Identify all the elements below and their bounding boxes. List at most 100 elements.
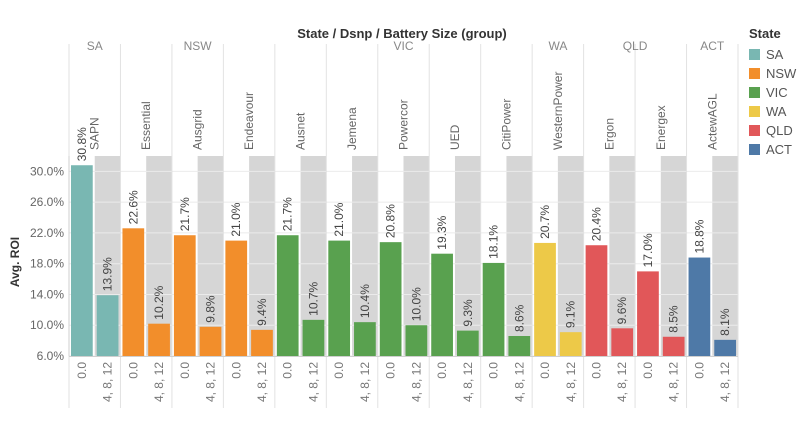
x-tick-label: 0.0 (641, 362, 655, 379)
bar-value-label: 30.8% (75, 127, 89, 161)
bar (251, 329, 273, 356)
y-axis-title: Avg. ROI (8, 237, 22, 287)
x-tick-label: 4, 8, 12 (512, 362, 526, 402)
bar-value-label: 21.7% (281, 197, 295, 231)
bar (328, 240, 351, 356)
bar-value-label: 9.8% (204, 295, 218, 323)
x-tick-label: 0.0 (75, 362, 89, 379)
bar-value-label: 21.0% (229, 202, 243, 236)
legend-item-label: QLD (766, 123, 793, 138)
y-tick-label: 22.0% (30, 226, 64, 240)
legend-item-label: WA (766, 104, 787, 119)
bar-value-label: 8.1% (718, 308, 732, 336)
column-band (506, 156, 533, 356)
bar (714, 339, 736, 356)
legend-swatch (749, 106, 760, 117)
bar-value-label: 18.8% (692, 219, 706, 253)
bar (482, 262, 505, 356)
x-tick-label: 4, 8, 12 (152, 362, 166, 402)
bar (199, 326, 222, 356)
x-tick-label: 0.0 (487, 362, 501, 379)
y-tick-label: 26.0% (30, 195, 64, 209)
dsnp-header-label: Ausnet (294, 112, 308, 150)
legend-item-label: SA (766, 47, 784, 62)
bar-value-label: 20.7% (538, 205, 552, 239)
bar (405, 325, 428, 356)
bar-value-label: 9.1% (564, 300, 578, 328)
bar (662, 336, 685, 356)
x-tick-label: 0.0 (384, 362, 398, 379)
legend-item-label: VIC (766, 85, 788, 100)
column-band (712, 156, 738, 356)
column-band (249, 156, 275, 356)
bar-value-label: 22.6% (126, 190, 140, 224)
bar-value-label: 8.5% (667, 305, 681, 333)
x-tick-label: 4, 8, 12 (255, 362, 269, 402)
legend-swatch (749, 125, 760, 136)
column-band (660, 156, 687, 356)
bar (534, 242, 556, 356)
x-tick-label: 4, 8, 12 (358, 362, 372, 402)
y-tick-label: 30.0% (30, 164, 64, 178)
x-tick-label: 0.0 (281, 362, 295, 379)
state-header-label: WA (548, 39, 567, 53)
bar-value-label: 10.7% (306, 281, 320, 315)
x-tick-label: 4, 8, 12 (409, 362, 423, 402)
x-tick-label: 0.0 (229, 362, 243, 379)
bar-value-label: 13.9% (101, 257, 115, 291)
chart-title: State / Dsnp / Battery Size (group) (297, 26, 506, 41)
legend-item-label: ACT (766, 142, 792, 157)
dsnp-header-label: WesternPower (551, 72, 565, 150)
bar-value-label: 17.0% (641, 233, 655, 267)
column-band (146, 156, 172, 356)
dsnp-header-label: Energex (654, 105, 668, 150)
dsnp-header-label: CitiPower (499, 99, 513, 150)
x-tick-label: 0.0 (589, 362, 603, 379)
dsnp-header-label: Powercor (397, 99, 411, 150)
bar (611, 328, 634, 356)
bar (456, 330, 479, 356)
x-tick-label: 4, 8, 12 (667, 362, 681, 402)
x-tick-label: 4, 8, 12 (101, 362, 115, 402)
bar (508, 336, 531, 356)
x-tick-label: 4, 8, 12 (564, 362, 578, 402)
x-tick-label: 4, 8, 12 (204, 362, 218, 402)
bar (379, 242, 402, 356)
x-tick-label: 0.0 (435, 362, 449, 379)
bar-value-label: 20.8% (384, 204, 398, 238)
bar (585, 245, 608, 356)
bar (173, 235, 196, 356)
bar (122, 228, 145, 356)
legend-swatch (749, 87, 760, 98)
bar-value-label: 18.1% (487, 225, 501, 259)
bar-value-label: 9.6% (615, 297, 629, 325)
bar (96, 295, 119, 356)
y-tick-label: 10.0% (30, 318, 64, 332)
legend-swatch (749, 68, 760, 79)
state-header-label: VIC (393, 39, 413, 53)
dsnp-header-label: Endeavour (242, 92, 256, 150)
bar (148, 323, 170, 356)
legend-swatch (749, 144, 760, 155)
dsnp-header-label: Ergon (602, 118, 616, 150)
state-header-label: SA (87, 39, 103, 53)
y-tick-label: 14.0% (30, 287, 64, 301)
bar-value-label: 21.7% (178, 197, 192, 231)
x-tick-label: 4, 8, 12 (306, 362, 320, 402)
bar-value-label: 19.3% (435, 215, 449, 249)
column-band (403, 156, 430, 356)
x-tick-label: 0.0 (126, 362, 140, 379)
x-tick-label: 0.0 (692, 362, 706, 379)
bar (302, 319, 325, 356)
bar (688, 257, 711, 356)
bar-value-label: 8.6% (512, 304, 526, 332)
legend-title: State (749, 26, 781, 41)
state-header-label: ACT (700, 39, 725, 53)
dsnp-header-label: SAPN (88, 117, 102, 150)
dsnp-header-label: Jemena (345, 107, 359, 150)
bar-value-label: 10.0% (409, 287, 423, 321)
dsnp-header-label: Ausgrid (191, 109, 205, 150)
column-band (557, 156, 584, 356)
x-tick-label: 0.0 (538, 362, 552, 379)
